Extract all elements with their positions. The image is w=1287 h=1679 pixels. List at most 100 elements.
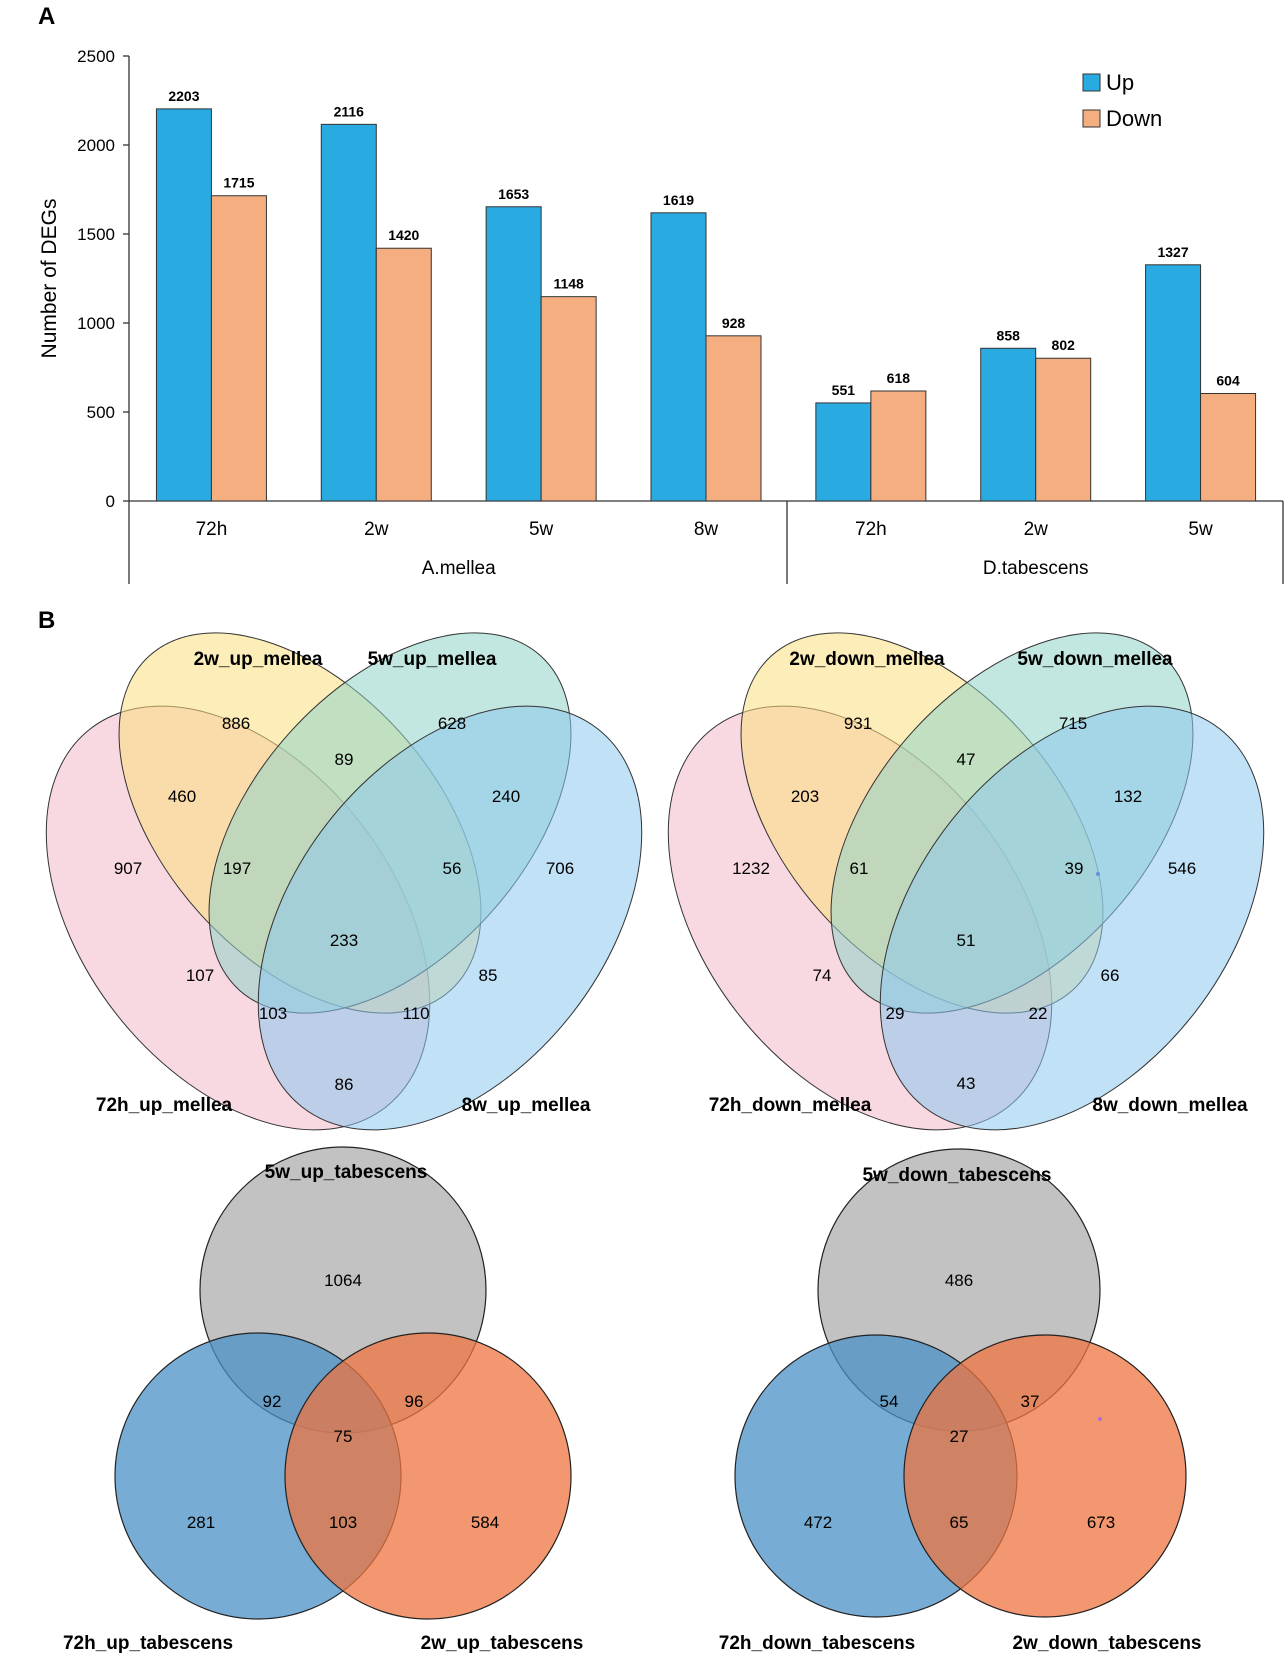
venn1-title-5w: 5w_up_mellea: [368, 649, 497, 670]
x-tick-label: 72h: [855, 519, 887, 540]
venn3-count: 584: [471, 1513, 499, 1532]
venn2-count: 47: [957, 750, 976, 769]
y-tick-label: 2000: [77, 136, 115, 155]
venn2-count: 29: [886, 1004, 905, 1023]
bar-down: [1035, 357, 1092, 502]
venn2-count: 132: [1114, 787, 1142, 806]
bar-up: [155, 108, 212, 502]
bar-value-label: 1653: [498, 186, 529, 202]
venn2-count: 61: [850, 859, 869, 878]
venn1-count: 103: [259, 1004, 287, 1023]
venn2-count: 931: [844, 714, 872, 733]
bar-value-label: 618: [887, 370, 911, 386]
bar-down: [1200, 392, 1257, 502]
bar-value-label: 1715: [223, 175, 254, 191]
bar-value-label: 1619: [663, 192, 694, 208]
venn1-title-8w: 8w_up_mellea: [462, 1095, 591, 1116]
stray-dot: [1098, 1417, 1102, 1421]
venn-down-tabescens: 5w_down_tabescens 72h_down_tabescens 2w_…: [719, 1148, 1202, 1654]
venn2-count: 715: [1059, 714, 1087, 733]
group-label: A.mellea: [422, 558, 496, 579]
legend-label-down: Down: [1106, 106, 1162, 131]
legend-swatch-up: [1082, 73, 1101, 92]
venn2-count: 51: [957, 931, 976, 950]
venn1-count: 56: [443, 859, 462, 878]
venn1-count: 86: [335, 1075, 354, 1094]
panel-letter-a: A: [38, 3, 55, 30]
bar-down: [705, 335, 762, 502]
venn4-count: 472: [804, 1513, 832, 1532]
bar-down: [210, 195, 267, 502]
venn2-title-8w: 8w_down_mellea: [1092, 1095, 1248, 1116]
bar-up: [650, 212, 707, 502]
venn2-set-8w: [879, 705, 1265, 1131]
y-axis-title: Number of DEGs: [38, 199, 61, 359]
venn3-title-72h: 72h_up_tabescens: [63, 1633, 233, 1654]
venn1-count: 460: [168, 787, 196, 806]
venn2-title-2w: 2w_down_mellea: [789, 649, 945, 670]
x-tick-label: 8w: [694, 519, 719, 540]
venn1-count: 197: [223, 859, 251, 878]
venn3-count: 1064: [324, 1271, 362, 1290]
venn1-count: 110: [402, 1004, 429, 1023]
venn2-count: 66: [1101, 966, 1120, 985]
bar-chart: 0 500 1000 1500 2000 2500 Number of DEGs 2203 17…: [38, 47, 1284, 584]
venn2-count: 22: [1029, 1004, 1048, 1023]
bar-value-label: 551: [832, 382, 856, 398]
venn1-title-2w: 2w_up_mellea: [194, 649, 323, 670]
x-tick-label: 2w: [364, 519, 389, 540]
panel-letter-b: B: [38, 607, 55, 634]
bar-down: [540, 296, 597, 502]
y-tick-label: 500: [87, 403, 115, 422]
venn-up-tabescens: 5w_up_tabescens 72h_up_tabescens 2w_up_t…: [63, 1146, 584, 1654]
bar-value-label: 802: [1052, 337, 1076, 353]
venn1-count: 85: [479, 966, 498, 985]
legend-swatch-down: [1082, 109, 1101, 128]
bar-up: [485, 206, 542, 502]
x-tick-label: 5w: [529, 519, 554, 540]
y-tick-label: 1000: [77, 314, 115, 333]
venn1-title-72h: 72h_up_mellea: [96, 1095, 233, 1116]
venn2-count: 43: [957, 1074, 976, 1093]
venn1-count: 886: [222, 714, 250, 733]
bar-down: [870, 390, 927, 502]
venn4-title-2w: 2w_down_tabescens: [1012, 1633, 1201, 1654]
y-tick-label: 0: [106, 492, 115, 511]
bar-down: [375, 247, 432, 502]
venn2-title-72h: 72h_down_mellea: [709, 1095, 872, 1116]
venn3-title-2w: 2w_up_tabescens: [421, 1633, 584, 1654]
venn4-set-2w: [903, 1334, 1187, 1618]
group-label: D.tabescens: [983, 558, 1089, 579]
venn3-count: 75: [334, 1427, 353, 1446]
y-tick-label: 1500: [77, 225, 115, 244]
venn1-count: 907: [114, 859, 142, 878]
venn3-count: 92: [263, 1392, 282, 1411]
bar-up: [815, 402, 872, 502]
venn2-count: 39: [1065, 859, 1084, 878]
x-tick-label: 72h: [196, 519, 228, 540]
venn4-count: 65: [950, 1513, 969, 1532]
bar-value-label: 1327: [1157, 244, 1188, 260]
bar-value-label: 928: [722, 315, 746, 331]
venn1-count: 107: [186, 966, 214, 985]
stray-dot: [1096, 872, 1100, 876]
venn3-title-5w: 5w_up_tabescens: [265, 1162, 428, 1183]
venn2-count: 74: [813, 966, 832, 985]
venn2-count: 203: [791, 787, 819, 806]
venn-down-mellea: 2w_down_mellea 5w_down_mellea 72h_down_m…: [667, 632, 1265, 1131]
venn1-set-8w: [257, 705, 643, 1131]
bar-value-label: 2203: [168, 88, 199, 104]
venn3-count: 281: [187, 1513, 215, 1532]
venn2-count: 546: [1168, 859, 1196, 878]
bar-value-label: 604: [1216, 372, 1240, 388]
venn4-count: 27: [950, 1427, 969, 1446]
venn4-title-5w: 5w_down_tabescens: [862, 1165, 1051, 1186]
venn2-count: 1232: [732, 859, 770, 878]
x-tick-label: 5w: [1188, 519, 1213, 540]
bar-up: [1145, 264, 1202, 502]
venn1-count: 89: [335, 750, 354, 769]
venn4-count: 673: [1087, 1513, 1115, 1532]
venn3-count: 103: [329, 1513, 357, 1532]
y-tick-label: 2500: [77, 47, 115, 66]
